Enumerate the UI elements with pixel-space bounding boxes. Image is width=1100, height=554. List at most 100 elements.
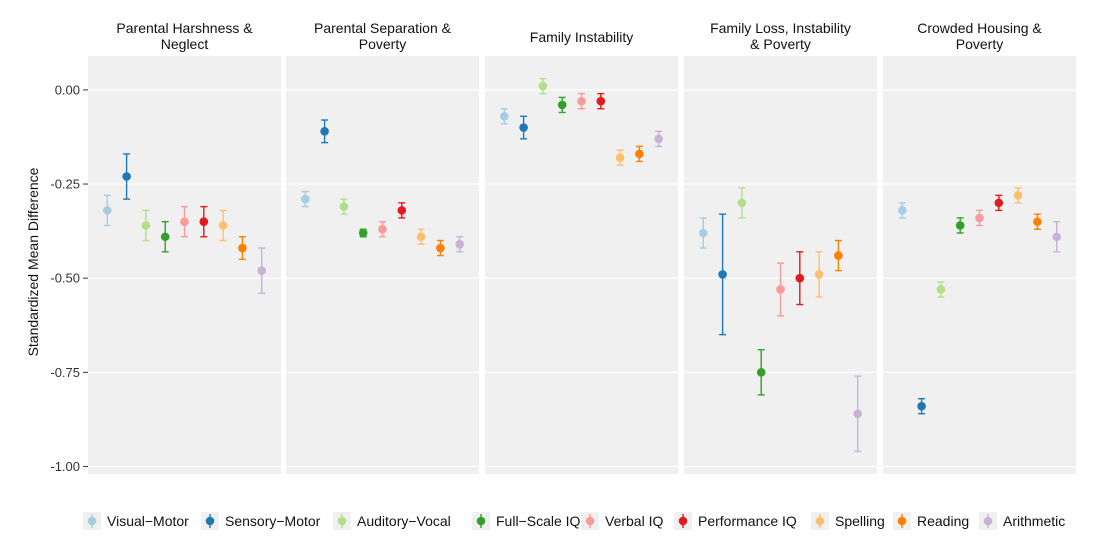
data-point-group [238,236,247,261]
legend-item: Verbal IQ [581,512,663,530]
data-point-group [776,262,785,317]
data-point [180,217,189,226]
data-point-group [917,397,926,415]
facet-title: Family Instability [530,29,633,45]
data-point-group [1033,213,1042,230]
data-point-group [218,209,228,242]
legend-item: Full−Scale IQ [472,512,581,530]
data-point [320,127,329,136]
data-point-group [199,205,209,238]
y-tick-label: -0.75 [50,365,80,380]
panel-background [286,56,479,474]
data-point-group [936,281,946,298]
data-point [397,206,407,215]
data-point [577,96,586,106]
data-point [1052,232,1061,242]
data-point [795,273,805,283]
facet-title: Parental Harshness & [116,20,253,36]
facet-panel: Parental Harshness &Neglect [88,20,281,474]
legend-key-point [476,516,486,526]
legend-item: Reading [893,512,969,530]
data-point-group [898,202,907,219]
data-point-group [814,251,824,298]
data-point [718,270,727,279]
facet-title: Parental Separation & [314,20,452,36]
data-point-group [103,194,112,227]
legend-item: Sensory−Motor [201,512,321,530]
data-point [257,266,267,275]
data-point [737,198,747,208]
data-point [834,251,843,260]
data-point-group [955,217,965,234]
data-point-group [577,92,586,110]
data-point [141,221,151,230]
data-point [917,401,926,411]
data-point [436,243,445,253]
data-point-group [339,198,349,215]
data-point-group [557,96,567,114]
data-point-group [455,236,465,253]
data-point-group [654,130,663,148]
legend-key-point [983,516,993,526]
data-point-group [994,194,1004,212]
data-point [955,221,965,230]
data-point-group [416,228,426,245]
panel-background [883,56,1076,474]
data-point [160,232,170,242]
legend-key-point [205,516,215,526]
legend-label: Verbal IQ [605,513,663,529]
data-point [1033,217,1042,226]
data-point-group [397,202,407,219]
y-tick-label: -0.50 [50,271,80,286]
legend-key-point [337,516,347,526]
data-point-group [320,119,329,144]
legend-item: Performance IQ [674,512,797,530]
data-point [301,194,310,204]
facet-panel: Parental Separation &Poverty [286,20,479,474]
facet-title: Poverty [956,36,1003,52]
data-point [1013,191,1023,200]
legend-key-point [815,516,825,526]
data-point [557,100,567,110]
data-point [455,239,465,249]
legend-label: Sensory−Motor [225,513,321,529]
data-point [975,213,984,223]
data-point-group [160,220,170,253]
data-point-group [180,205,189,238]
data-point [416,232,426,242]
data-point [699,228,708,238]
data-point [339,202,349,211]
legend-label: Arithmetic [1003,513,1065,529]
data-point [238,243,247,253]
facet-title: Family Loss, Instability [710,20,851,36]
data-point [500,111,509,121]
y-tick-label: -0.25 [50,177,80,192]
legend-label: Auditory−Vocal [357,513,451,529]
data-point-group [975,209,984,227]
legend-label: Visual−Motor [107,513,189,529]
data-point [218,221,228,230]
data-point [654,134,663,144]
data-point-group [635,145,644,163]
data-point [853,409,862,419]
data-point-group [378,220,387,238]
data-point [936,285,946,294]
y-tick-label: -1.00 [50,459,80,474]
data-point-group [795,251,805,306]
facet-title: & Poverty [750,36,811,52]
data-point [199,217,209,226]
legend-label: Performance IQ [698,513,797,529]
facet-title: Neglect [161,36,209,52]
facet-panel: Family Loss, Instability& Poverty [684,20,877,474]
data-point-group [538,77,548,95]
data-point-group [756,349,766,396]
y-tick-label: 0.00 [55,82,80,97]
data-point [994,198,1004,208]
panel-background [485,56,678,474]
data-point-group [500,108,509,125]
data-point [103,206,112,215]
data-point-group [257,247,267,294]
legend-label: Full−Scale IQ [496,513,581,529]
legend-key-point [585,516,595,526]
